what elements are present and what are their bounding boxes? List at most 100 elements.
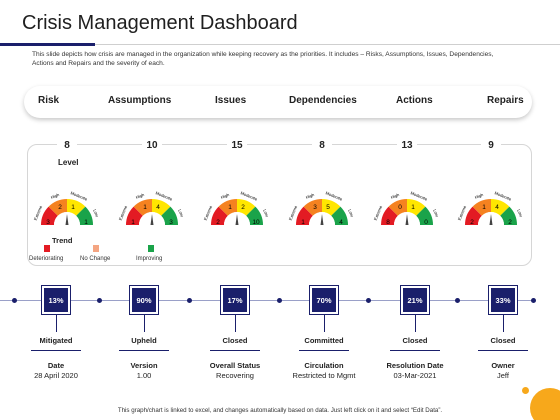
gauge-needle xyxy=(320,214,324,225)
gauge-segment-high xyxy=(472,199,491,216)
severity-gauge: Extreme High Moderate Low 3 2 1 1 xyxy=(27,175,107,235)
milestone-separator xyxy=(31,350,81,351)
gauge-label-extreme: Extreme xyxy=(373,204,384,221)
milestone-connector xyxy=(56,315,57,332)
gauge-segment-extreme xyxy=(126,206,143,225)
milestone-status: Closed xyxy=(402,336,428,345)
milestone-separator xyxy=(210,350,260,351)
level-bg xyxy=(57,137,77,151)
decorative-dot xyxy=(522,387,529,394)
milestone-connector xyxy=(324,315,325,332)
level-value-actions: 13 xyxy=(401,140,413,151)
level-value-risk: 8 xyxy=(64,140,70,151)
gauge-label-high: High xyxy=(390,192,400,200)
gauge-label-low: Low xyxy=(347,208,355,218)
milestone-connector xyxy=(235,315,236,332)
gauge-value-extreme: 8 xyxy=(386,219,390,226)
gauge-value-moderate: 5 xyxy=(326,204,330,211)
gauge-value-low: 3 xyxy=(169,219,173,226)
gauge-value-high: 1 xyxy=(143,204,147,211)
gauge-value-moderate: 4 xyxy=(495,204,499,211)
level-bg xyxy=(142,137,162,151)
gauge-label-moderate: Moderate xyxy=(494,190,513,202)
level-label: Level xyxy=(58,158,79,167)
milestone-separator xyxy=(390,350,440,351)
gauge-value-high: 3 xyxy=(313,204,317,211)
gauge-label-low: Low xyxy=(516,208,524,218)
gauge-segment-low xyxy=(331,206,348,225)
gauge-label-high: High xyxy=(220,192,230,200)
gauge-value-moderate: 2 xyxy=(241,204,245,211)
timeline-dot xyxy=(97,298,102,303)
timeline-dot xyxy=(531,298,536,303)
gauge-label-extreme: Extreme xyxy=(203,204,214,221)
gauge-label-high: High xyxy=(474,192,484,200)
milestone-field-value: Restricted to Mgmt xyxy=(292,371,356,380)
tab-issues[interactable]: Issues xyxy=(215,95,247,106)
milestone-status: Closed xyxy=(490,336,516,345)
tab-assumptions[interactable]: Assumptions xyxy=(108,95,172,106)
milestone-percent-box: 21% xyxy=(401,286,429,314)
gauge-label-extreme: Extreme xyxy=(288,204,299,221)
gauge-label-high: High xyxy=(135,192,145,200)
milestone-field-label: Date xyxy=(47,361,65,370)
gauge-needle xyxy=(405,214,409,225)
gauge-segment-low xyxy=(246,206,263,225)
legend-label-no-change: No Change xyxy=(80,256,111,262)
gauge-segment-extreme xyxy=(465,206,482,225)
gauge-segment-high xyxy=(218,199,237,216)
legend-swatch-no-change xyxy=(93,245,99,252)
gauge-segment-moderate xyxy=(237,199,256,216)
gauge-value-moderate: 4 xyxy=(156,204,160,211)
gauge-value-high: 1 xyxy=(482,204,486,211)
gauge-segment-low xyxy=(500,206,517,225)
milestone-field-value: 03-Mar-2021 xyxy=(393,371,437,380)
gauge-segment-extreme xyxy=(41,206,58,225)
milestone-separator xyxy=(299,350,349,351)
gauge-segment-low xyxy=(416,206,433,225)
gauge-value-extreme: 3 xyxy=(46,219,50,226)
milestone-status: Upheld xyxy=(131,336,157,345)
gauge-value-extreme: 1 xyxy=(131,219,135,226)
severity-gauge: Extreme High Moderate Low 1 1 4 3 xyxy=(112,175,192,235)
level-bg xyxy=(481,137,501,151)
level-value-dependencies: 8 xyxy=(319,140,325,151)
page-title: Crisis Management Dashboard xyxy=(22,12,298,34)
milestone-percent-box: 90% xyxy=(130,286,158,314)
milestone-percent-box: 70% xyxy=(310,286,338,314)
gauge-segment-high xyxy=(48,199,67,216)
milestone-status: Committed xyxy=(304,336,344,345)
tab-risk[interactable]: Risk xyxy=(38,95,60,106)
severity-gauge: Extreme High Moderate Low 1 3 5 4 xyxy=(282,175,362,235)
tab-dependencies[interactable]: Dependencies xyxy=(289,95,357,106)
milestone-connector xyxy=(415,315,416,332)
decorative-circle xyxy=(530,388,560,420)
gauge-value-extreme: 2 xyxy=(216,219,220,226)
gauge-label-extreme: Extreme xyxy=(457,204,468,221)
severity-gauge: Extreme High Moderate Low 2 1 4 2 xyxy=(451,175,531,235)
tab-repairs[interactable]: Repairs xyxy=(487,95,524,106)
gauge-needle xyxy=(150,214,154,225)
milestone-separator xyxy=(119,350,169,351)
timeline-dot xyxy=(12,298,17,303)
gauge-segment-moderate xyxy=(491,199,510,216)
milestone-connector xyxy=(144,315,145,332)
gauge-value-low: 10 xyxy=(252,219,260,226)
gauge-segment-extreme xyxy=(381,206,398,225)
milestone-percent-box: 17% xyxy=(221,286,249,314)
gauge-value-high: 0 xyxy=(398,204,402,211)
level-bg xyxy=(312,137,332,151)
milestone-field-value: Jeff xyxy=(497,371,509,380)
gauge-value-extreme: 1 xyxy=(301,219,305,226)
level-bg xyxy=(397,137,417,151)
title-accent-bar xyxy=(0,43,95,46)
level-value-issues: 15 xyxy=(231,140,243,151)
gauge-value-high: 2 xyxy=(58,204,62,211)
tab-actions[interactable]: Actions xyxy=(396,95,433,106)
milestone-field-label: Overall Status xyxy=(209,361,261,370)
severity-gauge: Extreme High Moderate Low 2 1 2 10 xyxy=(197,175,277,235)
gauge-value-low: 4 xyxy=(339,219,343,226)
gauge-label-low: Low xyxy=(177,208,185,218)
milestone-status: Mitigated xyxy=(39,336,73,345)
gauge-segment-moderate xyxy=(407,199,426,216)
